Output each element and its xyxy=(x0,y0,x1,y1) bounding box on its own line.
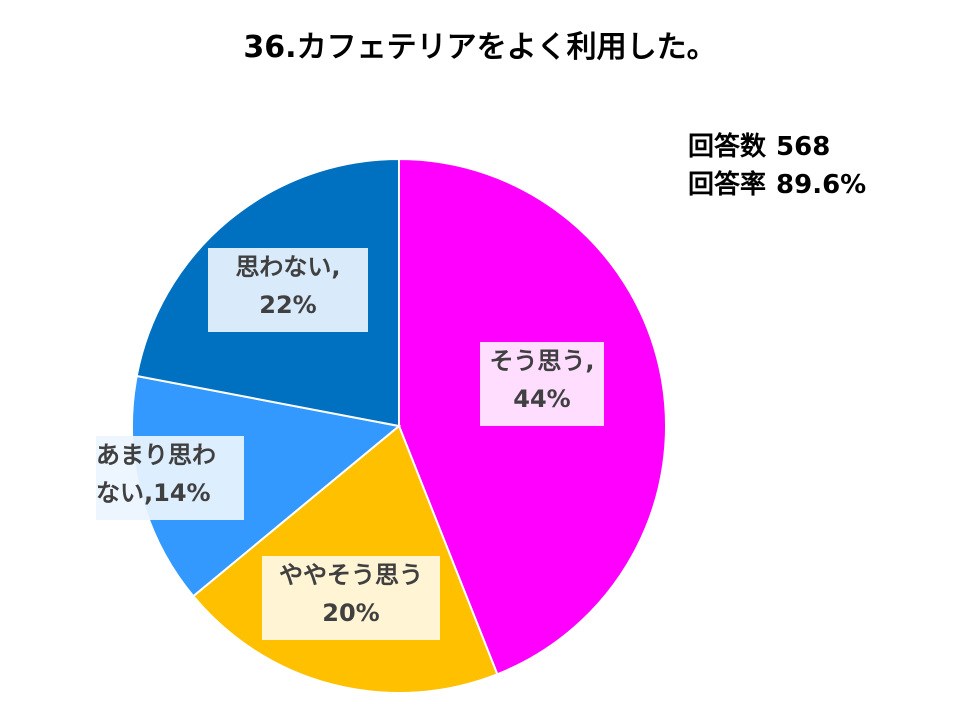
slice-label-name-2: ない, xyxy=(96,479,154,507)
slice-label-percent: 20% xyxy=(322,599,380,627)
slice-label-somewhat-disagree: あまり思わ ない,14% xyxy=(96,436,244,520)
slice-label-strongly-agree: そう思う, 44% xyxy=(480,342,604,426)
slice-label-name: あまり思わ xyxy=(96,441,216,469)
slice-label-disagree: 思わない, 22% xyxy=(208,248,368,332)
slice-label-percent: 14% xyxy=(153,479,211,507)
slice-label-somewhat-agree: ややそう思う 20% xyxy=(262,556,440,640)
rate-value: 89.6% xyxy=(776,170,867,200)
slice-label-name: ややそう思う xyxy=(279,561,423,589)
slice-label-percent: 22% xyxy=(259,291,317,319)
responses-stat: 回答数 568 xyxy=(688,128,866,166)
slice-label-percent: 44% xyxy=(513,385,571,413)
slice-label-name: そう思う, xyxy=(489,347,595,375)
chart-title: 36.カフェテリアをよく利用した。 xyxy=(243,30,717,65)
stats-panel: 回答数 568 回答率 89.6% xyxy=(688,128,866,204)
rate-label: 回答率 xyxy=(688,170,767,200)
responses-value: 568 xyxy=(776,132,831,162)
responses-label: 回答数 xyxy=(688,132,767,162)
rate-stat: 回答率 89.6% xyxy=(688,166,866,204)
slice-label-name: 思わない, xyxy=(235,253,341,281)
